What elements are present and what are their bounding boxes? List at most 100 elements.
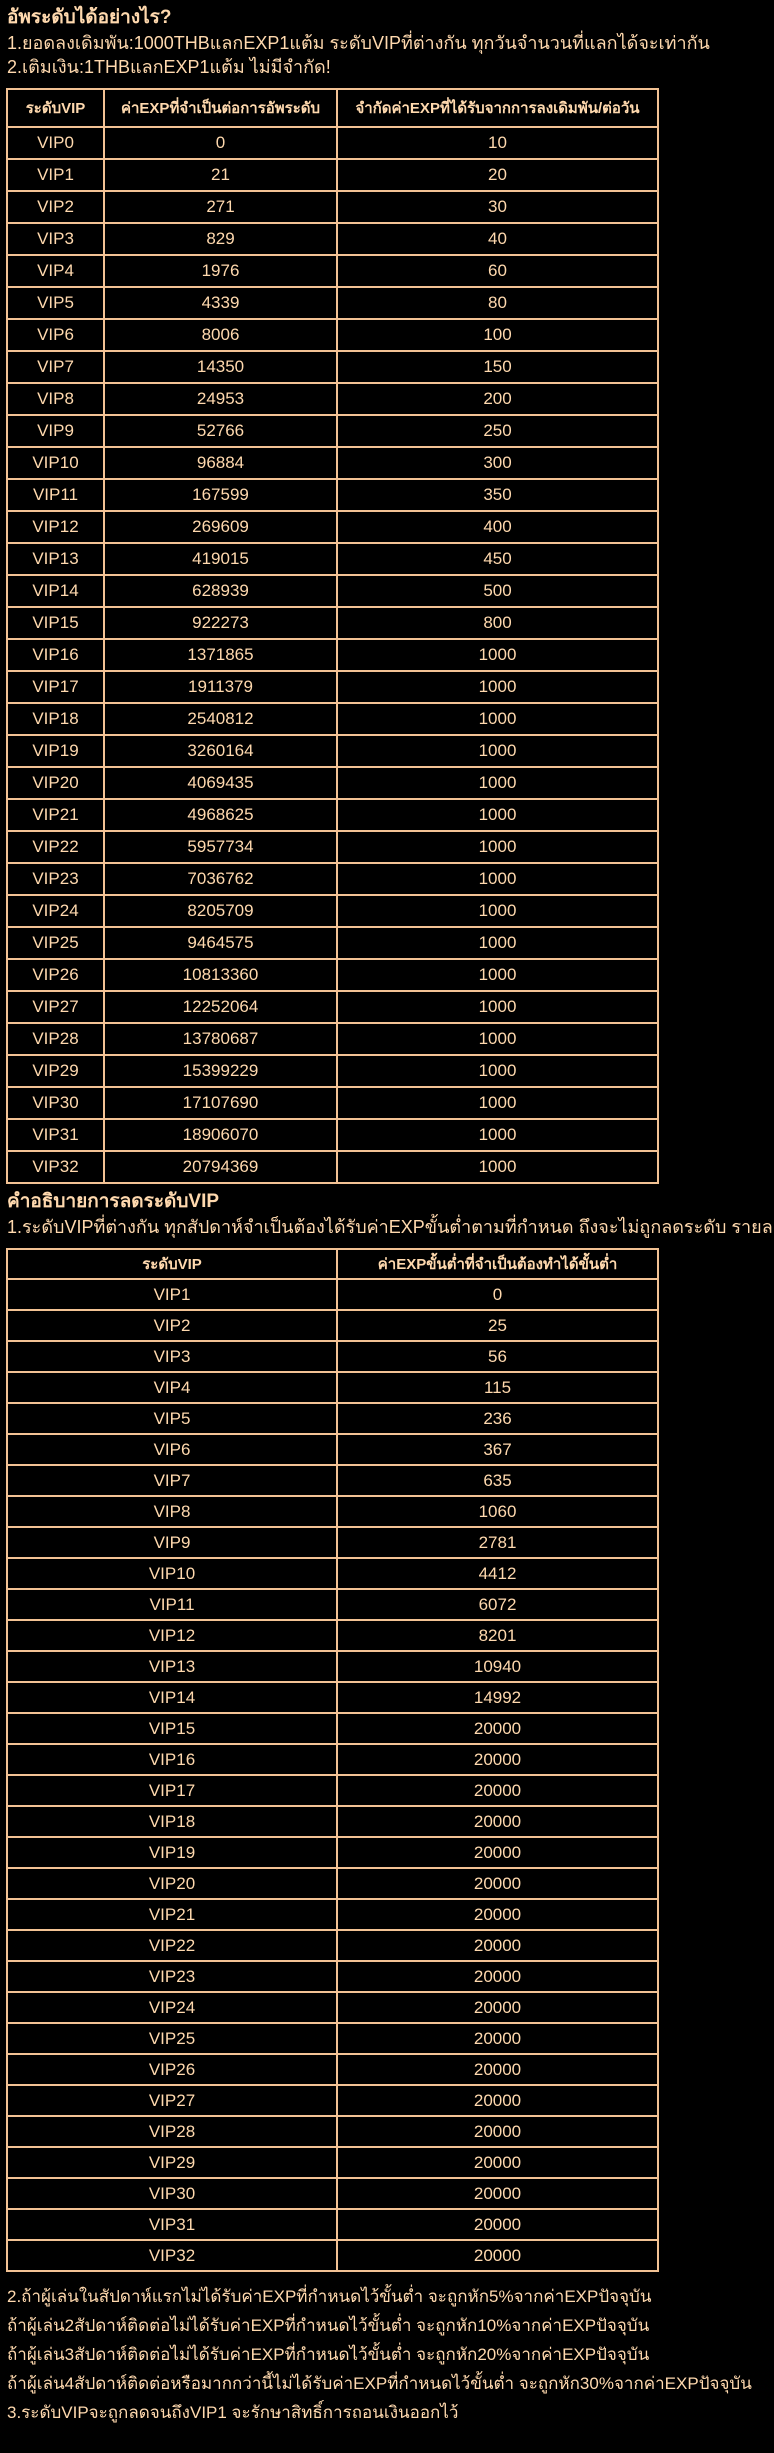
cell: 56: [336, 1340, 659, 1373]
table-row: VIP4 115: [6, 1371, 659, 1404]
table-row: VIP16 20000: [6, 1743, 659, 1776]
cell: 1000: [336, 1118, 659, 1152]
cell: VIP19: [6, 734, 105, 768]
table-row: VIP15 922273 800: [6, 606, 659, 640]
cell: VIP31: [6, 1118, 105, 1152]
cell: 8205709: [103, 894, 338, 928]
cell: VIP17: [6, 1774, 338, 1807]
table-row: VIP11 6072: [6, 1588, 659, 1621]
table-row: VIP21 4968625 1000: [6, 798, 659, 832]
cell: 2781: [336, 1526, 659, 1559]
table-row: VIP13 10940: [6, 1650, 659, 1683]
table-row: VIP22 20000: [6, 1929, 659, 1962]
table-row: VIP9 52766 250: [6, 414, 659, 448]
cell: 20000: [336, 2208, 659, 2241]
table-row: VIP6 367: [6, 1433, 659, 1466]
table-row: VIP28 20000: [6, 2115, 659, 2148]
cell: VIP15: [6, 606, 105, 640]
cell: 829: [103, 222, 338, 256]
table-row: VIP0 0 10: [6, 126, 659, 160]
cell: VIP27: [6, 2084, 338, 2117]
cell: 40: [336, 222, 659, 256]
cell: VIP30: [6, 1086, 105, 1120]
cell: 0: [336, 1278, 659, 1311]
cell: VIP4: [6, 1371, 338, 1404]
table-row: VIP23 7036762 1000: [6, 862, 659, 896]
cell: 1000: [336, 958, 659, 992]
cell: VIP3: [6, 1340, 338, 1373]
downgrade-notes: 2.ถ้าผู้เล่นในสัปดาห์แรกไม่ได้รับค่าEXPท…: [7, 2282, 774, 2427]
cell: VIP6: [6, 318, 105, 352]
cell: VIP8: [6, 382, 105, 416]
cell: 300: [336, 446, 659, 480]
cell: 800: [336, 606, 659, 640]
table-row: VIP24 20000: [6, 1991, 659, 2024]
cell: 350: [336, 478, 659, 512]
table-row: VIP29 20000: [6, 2146, 659, 2179]
column-header: ระดับVIP: [6, 1248, 338, 1280]
cell: VIP5: [6, 286, 105, 320]
cell: VIP16: [6, 638, 105, 672]
table-row: VIP19 20000: [6, 1836, 659, 1869]
table-row: VIP30 20000: [6, 2177, 659, 2210]
cell: 1000: [336, 1022, 659, 1056]
cell: VIP1: [6, 1278, 338, 1311]
table-row: VIP1 21 20: [6, 158, 659, 192]
vip-upgrade-exp-table: ระดับVIP ค่าEXPที่จำเป็นต่อการอัพระดับ จำก…: [6, 88, 659, 1184]
cell: VIP22: [6, 1929, 338, 1962]
cell: VIP20: [6, 1867, 338, 1900]
table-row: VIP20 4069435 1000: [6, 766, 659, 800]
table-row: VIP14 14992: [6, 1681, 659, 1714]
cell: VIP13: [6, 1650, 338, 1683]
cell: 60: [336, 254, 659, 288]
table-row: VIP26 10813360 1000: [6, 958, 659, 992]
cell: VIP6: [6, 1433, 338, 1466]
cell: 1000: [336, 862, 659, 896]
cell: VIP7: [6, 1464, 338, 1497]
table-row: VIP8 1060: [6, 1495, 659, 1528]
column-header: ระดับVIP: [6, 88, 105, 128]
cell: 1060: [336, 1495, 659, 1528]
cell: VIP23: [6, 1960, 338, 1993]
cell: 20000: [336, 1929, 659, 1962]
header-row: ระดับVIP ค่าEXPที่จำเป็นต่อการอัพระดับ จำก…: [6, 88, 659, 128]
cell: 100: [336, 318, 659, 352]
cell: VIP17: [6, 670, 105, 704]
column-header: ค่าEXPที่จำเป็นต่อการอัพระดับ: [103, 88, 338, 128]
cell: 635: [336, 1464, 659, 1497]
cell: 20000: [336, 2084, 659, 2117]
cell: 4412: [336, 1557, 659, 1590]
table-row: VIP10 4412: [6, 1557, 659, 1590]
table-row: VIP10 96884 300: [6, 446, 659, 480]
cell: 1000: [336, 1054, 659, 1088]
cell: 4069435: [103, 766, 338, 800]
cell: VIP0: [6, 126, 105, 160]
cell: 150: [336, 350, 659, 384]
table-row: VIP8 24953 200: [6, 382, 659, 416]
downgrade-section-heading: คำอธิบายการลดระดับVIP: [7, 1191, 220, 1212]
cell: 20000: [336, 1805, 659, 1838]
column-header: ค่าEXPขั้นต่ำที่จำเป็นต้องทำได้ขั้นต่ำ: [336, 1248, 659, 1280]
cell: 3260164: [103, 734, 338, 768]
cell: 10940: [336, 1650, 659, 1683]
cell: 18906070: [103, 1118, 338, 1152]
table-row: VIP17 1911379 1000: [6, 670, 659, 704]
cell: 20000: [336, 1898, 659, 1931]
cell: 8201: [336, 1619, 659, 1652]
table-row: VIP23 20000: [6, 1960, 659, 1993]
cell: VIP16: [6, 1743, 338, 1776]
cell: VIP21: [6, 1898, 338, 1931]
table-row: VIP32 20794369 1000: [6, 1150, 659, 1184]
table-row: VIP5 4339 80: [6, 286, 659, 320]
header-row: ระดับVIP ค่าEXPขั้นต่ำที่จำเป็นต้องทำได้ข…: [6, 1248, 659, 1280]
cell: 450: [336, 542, 659, 576]
cell: VIP31: [6, 2208, 338, 2241]
table-row: VIP32 20000: [6, 2239, 659, 2272]
cell: 20000: [336, 2177, 659, 2210]
cell: 14992: [336, 1681, 659, 1714]
cell: 0: [103, 126, 338, 160]
table-row: VIP27 20000: [6, 2084, 659, 2117]
table-row: VIP24 8205709 1000: [6, 894, 659, 928]
cell: VIP24: [6, 894, 105, 928]
